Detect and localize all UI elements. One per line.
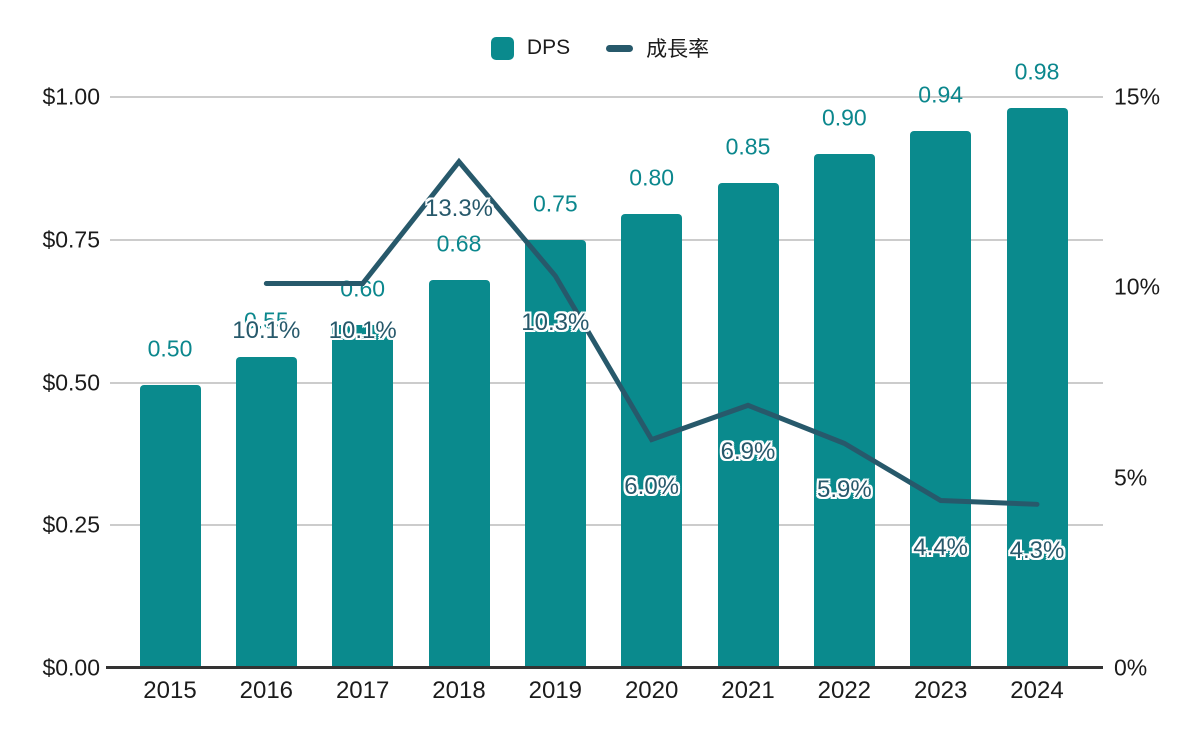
dps-bar-value-label: 0.68 xyxy=(436,230,482,257)
x-axis-year-label: 2023 xyxy=(913,677,968,704)
legend-item-dps: DPS xyxy=(490,36,571,60)
x-axis-year-label: 2019 xyxy=(528,677,583,704)
growth-rate-line-swatch-icon xyxy=(606,44,634,52)
dps-bar xyxy=(332,325,394,668)
growth-rate-value-label: 10.1% xyxy=(232,316,301,344)
y-axis-left-tick-label: $1.00 xyxy=(42,83,100,110)
legend-label-growth-rate: 成長率 xyxy=(646,38,710,61)
dps-bar xyxy=(428,279,490,668)
y-axis-right-tick-label: 15% xyxy=(1114,83,1161,110)
growth-rate-value-label: 6.0% xyxy=(624,472,680,500)
dps-bar-swatch-icon xyxy=(490,36,514,60)
dps-bar xyxy=(524,239,586,668)
y-axis-left-tick-label: $0.50 xyxy=(42,369,100,395)
x-axis-year-label: 2021 xyxy=(721,677,775,704)
y-axis-right-tick-label: 0% xyxy=(1114,654,1148,681)
dps-bar-value-label: 0.98 xyxy=(1014,58,1060,85)
x-axis-year-label: 2015 xyxy=(143,677,197,704)
dps-bar xyxy=(1006,108,1068,668)
growth-rate-value-label: 4.3% xyxy=(1009,537,1065,565)
x-axis-year-label: 2024 xyxy=(1010,677,1064,704)
growth-rate-value-label: 13.3% xyxy=(424,194,494,222)
x-axis-line xyxy=(106,666,1103,669)
y-axis-right-tick-label: 5% xyxy=(1114,464,1148,491)
dps-bar-value-label: 0.60 xyxy=(340,275,386,302)
dps-bar xyxy=(139,385,201,668)
x-axis-year-label: 2018 xyxy=(432,677,486,704)
dps-bar-value-label: 0.75 xyxy=(532,190,578,217)
dps-bar xyxy=(910,131,972,668)
dps-bar-value-label: 0.80 xyxy=(629,164,675,191)
dps-bar xyxy=(235,356,297,668)
dps-bar xyxy=(621,214,683,668)
legend-label-dps: DPS xyxy=(526,36,571,59)
dps-bar-value-label: 0.90 xyxy=(821,104,867,131)
dps-bar-value-label: 0.50 xyxy=(147,335,193,362)
x-axis-year-label: 2022 xyxy=(817,677,872,704)
growth-rate-value-label: 5.9% xyxy=(816,476,872,504)
growth-rate-value-label: 4.4% xyxy=(913,533,969,561)
legend-item-growth-rate: 成長率 xyxy=(606,33,709,63)
growth-rate-value-label: 10.3% xyxy=(521,308,590,336)
growth-rate-value-label: 6.9% xyxy=(720,438,776,466)
gridline xyxy=(110,96,1103,98)
y-axis-left-tick-label: $0.75 xyxy=(42,226,100,253)
x-axis-year-label: 2017 xyxy=(335,677,390,704)
growth-rate-value-label: 10.1% xyxy=(328,316,397,344)
dps-bar xyxy=(813,154,875,668)
dps-bar-value-label: 0.94 xyxy=(918,81,964,108)
y-axis-left-tick-label: $0.00 xyxy=(42,654,100,681)
gridline xyxy=(110,524,1103,527)
dps-bar-value-label: 0.85 xyxy=(725,133,771,160)
x-axis-year-label: 2020 xyxy=(624,677,679,704)
dps-bar xyxy=(717,182,779,668)
y-axis-right-tick-label: 10% xyxy=(1114,273,1161,300)
y-axis-left-tick-label: $0.25 xyxy=(42,511,100,538)
x-axis-year-label: 2016 xyxy=(239,677,294,704)
legend: DPS 成長率 xyxy=(0,33,1200,63)
